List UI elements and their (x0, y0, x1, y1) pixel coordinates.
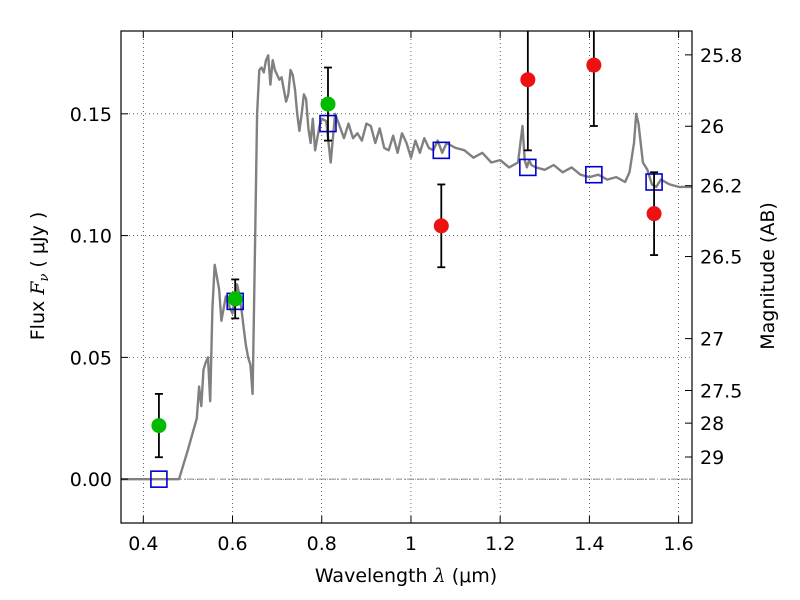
x-tick-label: 0.4 (128, 533, 158, 555)
red-data-point (520, 72, 536, 88)
plot-area (121, 31, 692, 523)
y2-tick-label: 26.2 (700, 176, 742, 198)
green-data-point (320, 96, 336, 112)
y2-tick-label: 27.5 (700, 381, 742, 403)
y2-tick-label: 29 (700, 447, 724, 469)
x-tick-label: 1.2 (485, 533, 515, 555)
red-data-point (433, 218, 449, 234)
y2-tick-label: 25.8 (700, 45, 742, 67)
y-tick-label: 0.10 (70, 226, 112, 248)
y-tick-label: 0.00 (70, 469, 112, 491)
x-tick-label: 0.6 (217, 533, 247, 555)
x-axis-label: Wavelength λ (μm) (315, 565, 497, 587)
y2-tick-label: 27 (700, 329, 724, 351)
model-flux-square (432, 141, 451, 160)
x-tick-label: 0.8 (307, 533, 337, 555)
x-tick-label: 1.6 (664, 533, 694, 555)
red-data-point (586, 57, 602, 73)
model-flux-square (150, 470, 168, 488)
axis-ticks: 0.4 0.6 0.8 1 1.2 1.4 1.6 0.00 0.05 0.10 0.15 25.8 2… (70, 31, 742, 555)
model-flux-square (585, 165, 603, 184)
x-tick-label: 1.4 (574, 533, 604, 555)
sed-model-line (121, 54, 692, 481)
y2-tick-label: 26.5 (700, 247, 742, 269)
plot-frame-background (121, 31, 692, 523)
x-tick-label: 1 (405, 533, 417, 555)
plot-border (120, 30, 693, 524)
data-series (121, 31, 692, 488)
y-axis-label: Flux Fν ( μJy ) (27, 212, 52, 341)
red-data-point (646, 206, 662, 222)
y-tick-label: 0.05 (70, 347, 112, 369)
model-flux-square (519, 158, 537, 177)
axes (120, 30, 693, 524)
y2-axis-label: Magnitude (AB) (757, 202, 779, 350)
y-tick-label: 0.15 (70, 104, 112, 126)
y2-tick-label: 26 (700, 116, 724, 138)
green-data-point (151, 418, 167, 434)
y2-tick-label: 28 (700, 413, 724, 435)
green-data-point (227, 291, 243, 307)
